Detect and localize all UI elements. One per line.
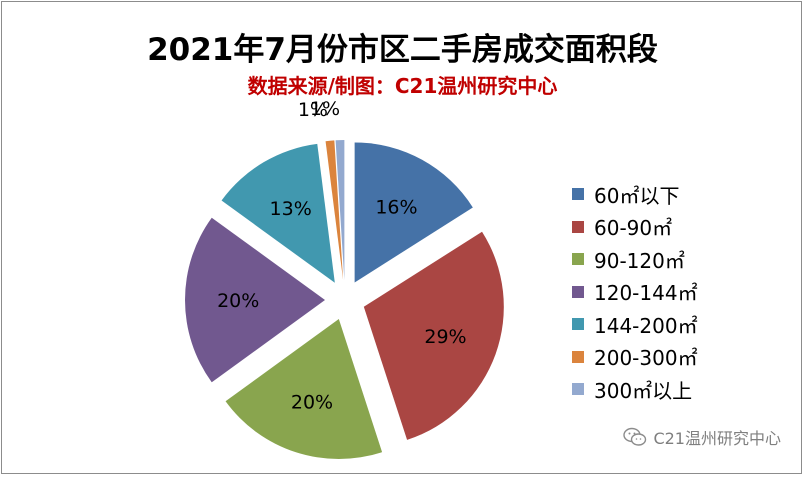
legend-label: 90-120㎡ xyxy=(594,248,685,273)
legend-label: 60-90㎡ xyxy=(594,216,673,241)
legend-label: 60㎡以下 xyxy=(594,183,680,208)
legend-item: 90-120㎡ xyxy=(572,243,698,276)
legend-swatch xyxy=(572,350,584,363)
chart-legend: 60㎡以下 60-90㎡ 90-120㎡ 120-144㎡ 144-200㎡ 200-30… xyxy=(572,178,698,406)
slice-label: 20% xyxy=(217,290,259,312)
watermark: C21温州研究中心 xyxy=(623,425,781,449)
legend-swatch xyxy=(572,220,584,233)
pie-slice xyxy=(335,140,345,281)
pie-slice xyxy=(221,143,335,283)
legend-swatch xyxy=(572,285,584,298)
pie-slice xyxy=(354,142,473,283)
legend-label: 144-200㎡ xyxy=(594,313,698,338)
legend-item: 60-90㎡ xyxy=(572,211,698,244)
legend-swatch xyxy=(572,253,584,266)
wechat-icon xyxy=(623,427,647,446)
pie-slice xyxy=(325,140,344,281)
legend-item: 144-200㎡ xyxy=(572,308,698,341)
slice-label: 1% xyxy=(310,98,340,120)
legend-swatch xyxy=(572,318,584,331)
legend-label: 300㎡以上 xyxy=(594,378,693,403)
slice-label: 16% xyxy=(375,196,417,218)
legend-item: 120-144㎡ xyxy=(572,276,698,309)
legend-label: 200-300㎡ xyxy=(594,346,698,371)
slice-label: 20% xyxy=(291,392,333,414)
pie-slice xyxy=(185,217,325,383)
chart-subtitle: 数据来源/制图：C21温州研究中心 xyxy=(247,74,558,98)
watermark-text: C21温州研究中心 xyxy=(653,429,781,448)
slice-label: 1% xyxy=(298,99,328,121)
legend-item: 60㎡以下 xyxy=(572,178,698,211)
legend-item: 300㎡以上 xyxy=(572,373,698,406)
legend-swatch xyxy=(572,188,584,201)
pie-slice xyxy=(225,319,383,460)
legend-item: 200-300㎡ xyxy=(572,341,698,374)
slice-label: 13% xyxy=(270,198,312,220)
legend-swatch xyxy=(572,383,584,396)
pie-slice xyxy=(363,231,504,440)
chart-title: 2021年7月份市区二手房成交面积段 xyxy=(147,32,658,68)
legend-label: 120-144㎡ xyxy=(594,281,698,306)
slice-label: 29% xyxy=(424,326,466,348)
